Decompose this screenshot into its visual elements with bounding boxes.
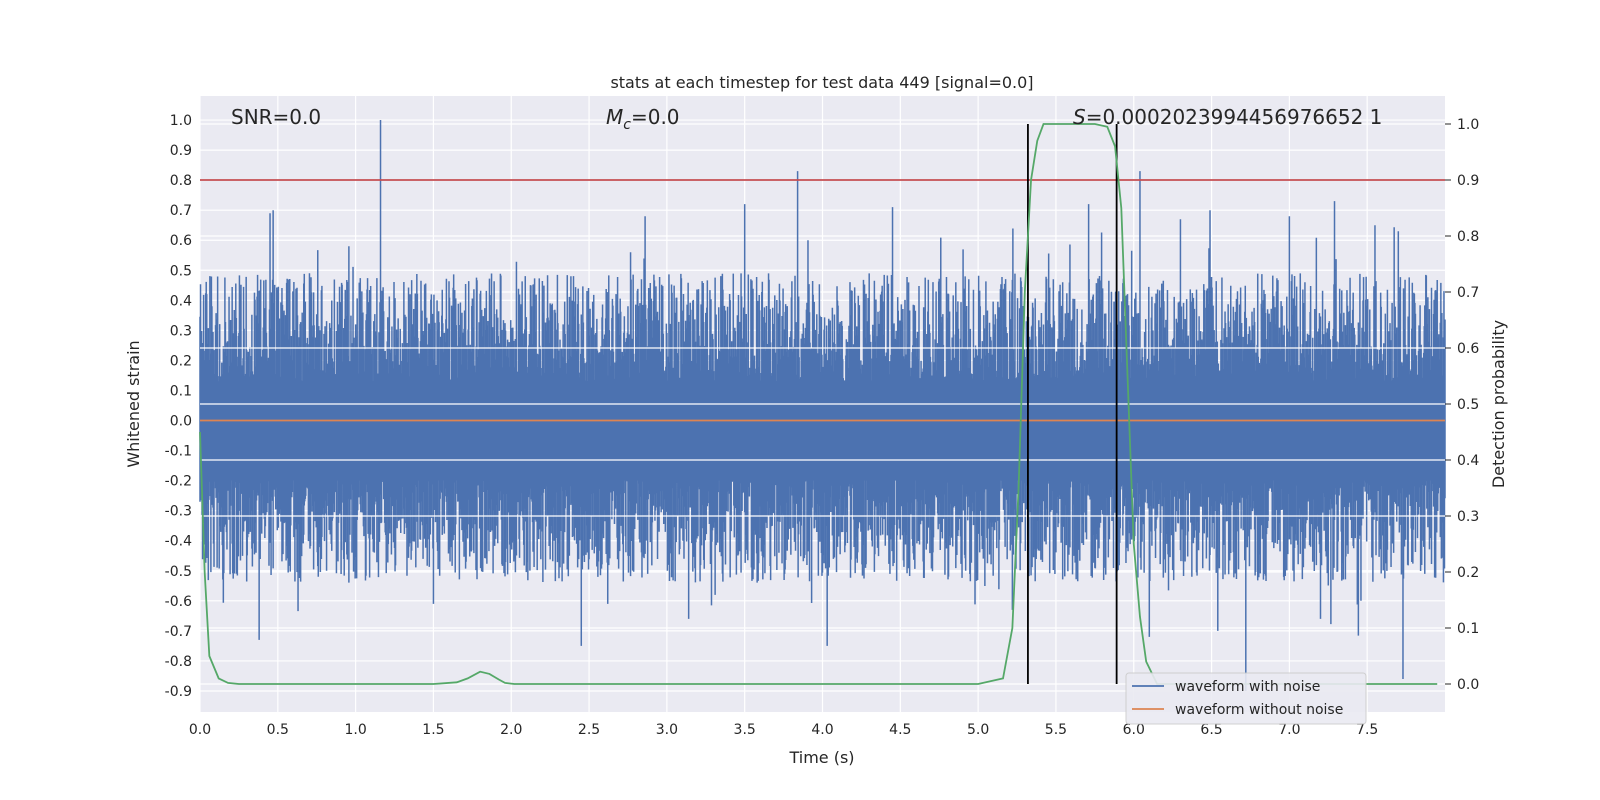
x-tick-label: 5.5 [1045, 722, 1067, 738]
y-axis-label: Whitened strain [124, 340, 143, 467]
overlay-lines [199, 123, 1445, 685]
y-tick-label: -0.4 [165, 534, 192, 550]
y-tick-label: 0.0 [170, 414, 192, 430]
y-tick-label: -0.5 [165, 564, 192, 580]
detection-probability-line [199, 123, 1438, 685]
y2-axis-label: Detection probability [1489, 320, 1508, 488]
y-tick-label: 0.9 [170, 143, 192, 159]
mc-value: =0.0 [631, 105, 680, 129]
y-tick-label: 0.4 [170, 293, 192, 309]
y-tick-label: 0.5 [170, 263, 192, 279]
y-tick-label: 0.8 [170, 173, 192, 189]
y-tick-label: -0.3 [165, 504, 192, 520]
y-tick-label: 1.0 [170, 113, 192, 129]
legend-box [1125, 672, 1367, 725]
x-tick-label: 0.5 [267, 722, 289, 738]
y-tick-label: -0.8 [165, 654, 192, 670]
x-tick-label: 3.0 [656, 722, 678, 738]
y2-tick-label: 0.8 [1457, 229, 1479, 245]
x-axis-label: Time (s) [788, 748, 854, 767]
x-tick-label: 7.5 [1356, 722, 1378, 738]
x-tick-label: 5.0 [967, 722, 989, 738]
mc-subscript: c [623, 117, 631, 133]
legend: waveform with noise waveform without noi… [1125, 672, 1367, 725]
legend-label-clean: waveform without noise [1175, 702, 1343, 718]
y-tick-label: -0.7 [165, 624, 192, 640]
mc-annotation: Mc=0.0 [606, 105, 680, 133]
y2-tick-label: 0.2 [1457, 565, 1479, 581]
x-axis-ticks: 0.0 0.5 1.0 1.5 2.0 2.5 3.0 3.5 4.0 4.5 5.0 5.5 6.0 6… [189, 722, 1378, 738]
x-tick-label: 3.5 [734, 722, 756, 738]
y-tick-label: -0.1 [165, 444, 192, 460]
s-symbol: S [1073, 105, 1086, 129]
mc-symbol: M [606, 105, 623, 129]
s-annotation: S=0.0002023994456976652 1 [1073, 105, 1382, 129]
y-tick-label: -0.9 [165, 684, 192, 700]
x-tick-label: 2.5 [578, 722, 600, 738]
y2-tick-label: 0.6 [1457, 341, 1479, 357]
y2-tick-label: 0.9 [1457, 173, 1479, 189]
y2-tick-label: 0.4 [1457, 453, 1479, 469]
y2-tick-label: 0.1 [1457, 621, 1479, 637]
y-axis-ticks: -0.9 -0.8 -0.7 -0.6 -0.5 -0.4 -0.3 -0.2 -0.1 0.0 0… [165, 113, 192, 700]
x-tick-label: 2.0 [500, 722, 522, 738]
s-value: =0.0002023994456976652 1 [1086, 105, 1383, 129]
chart-title: stats at each timestep for test data 449… [610, 73, 1033, 92]
x-tick-label: 0.0 [189, 722, 211, 738]
y-tick-label: -0.2 [165, 474, 192, 490]
y-tick-label: -0.6 [165, 594, 192, 610]
y2-tick-label: 0.7 [1457, 285, 1479, 301]
x-tick-label: 4.5 [889, 722, 911, 738]
y-tick-label: 0.1 [170, 383, 192, 399]
waveform-with-noise-series [199, 120, 1446, 691]
x-tick-label: 1.0 [344, 722, 366, 738]
x-tick-label: 7.0 [1278, 722, 1300, 738]
x-tick-label: 4.0 [811, 722, 833, 738]
x-tick-label: 6.0 [1123, 722, 1145, 738]
legend-label-noise: waveform with noise [1175, 679, 1320, 695]
snr-annotation: SNR=0.0 [231, 105, 321, 129]
x-tick-label: 1.5 [422, 722, 444, 738]
y2-tick-label: 1.0 [1457, 117, 1479, 133]
y2-tick-label: 0.0 [1457, 677, 1479, 693]
x-tick-label: 6.5 [1200, 722, 1222, 738]
y-tick-label: 0.6 [170, 233, 192, 249]
y2-axis-ticks: 0.0 0.1 0.2 0.3 0.4 0.5 0.6 0.7 0.8 0.9 1.0 [1445, 117, 1479, 693]
y-tick-label: 0.7 [170, 203, 192, 219]
y-tick-label: 0.3 [170, 323, 192, 339]
y2-tick-label: 0.5 [1457, 397, 1479, 413]
y-tick-label: 0.2 [170, 353, 192, 369]
y2-tick-label: 0.3 [1457, 509, 1479, 525]
